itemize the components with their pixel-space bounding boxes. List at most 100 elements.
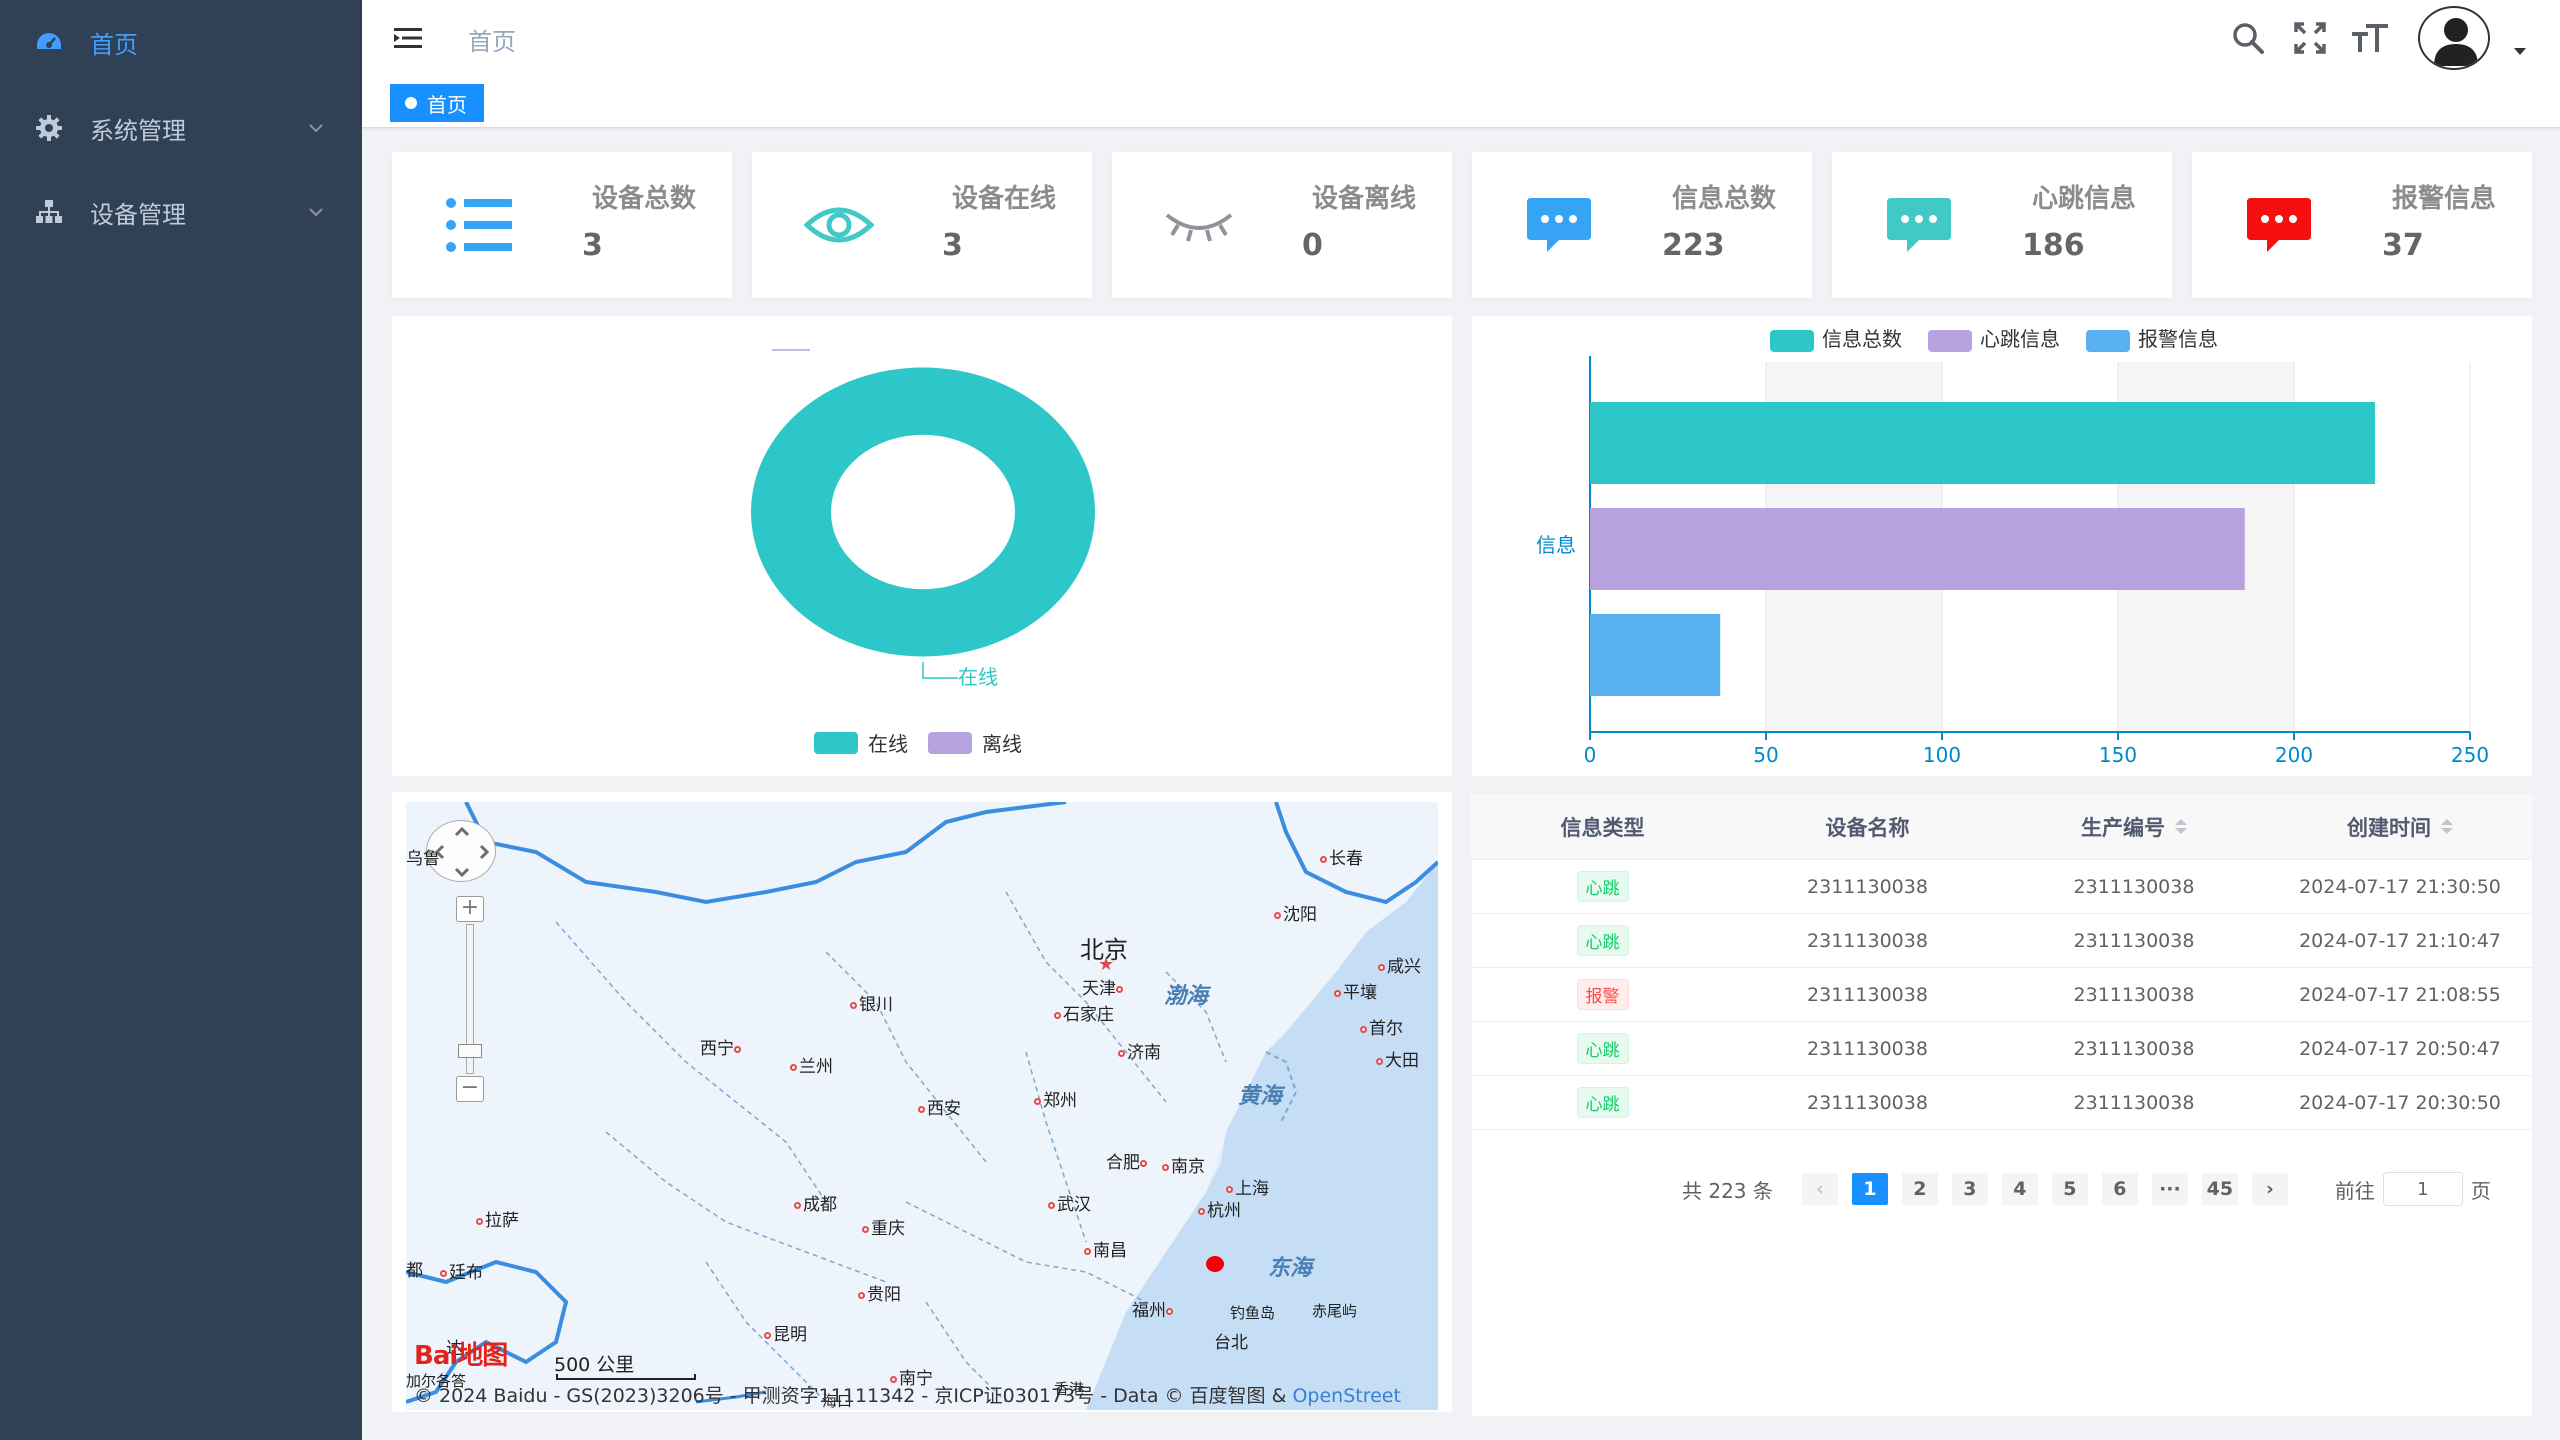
- bar-message-total[interactable]: [1590, 402, 2375, 484]
- font-size-icon[interactable]: [2350, 18, 2390, 58]
- table-row[interactable]: 心跳 2311130038 2311130038 2024-07-17 20:3…: [1470, 1076, 2532, 1130]
- map-copyright: © 2024 Baidu - GS(2023)3206号 - 甲测资字11111…: [414, 1385, 1401, 1407]
- cell-time: 2024-07-17 21:30:50: [2299, 875, 2501, 898]
- city-label: 天津: [1082, 974, 1125, 999]
- zoom-slider-track[interactable]: [466, 924, 474, 1074]
- eye-closed-icon: [1162, 192, 1236, 258]
- page-button[interactable]: 1: [1851, 1173, 1888, 1205]
- search-icon[interactable]: [2228, 18, 2268, 58]
- cell-time: 2024-07-17 20:50:47: [2299, 1037, 2501, 1060]
- x-tick-label: 50: [1753, 743, 1778, 767]
- table-row[interactable]: 心跳 2311130038 2311130038 2024-07-17 21:3…: [1470, 860, 2532, 914]
- col-header-device-name: 设备名称: [1825, 815, 1910, 840]
- baidu-logo: Bai地图: [414, 1340, 508, 1371]
- cell-time: 2024-07-17 21:08:55: [2299, 983, 2501, 1006]
- sidebar-item-home[interactable]: 首页: [0, 0, 362, 84]
- pie-slice-online[interactable]: [751, 367, 1095, 657]
- table-row[interactable]: 心跳 2311130038 2311130038 2024-07-17 21:1…: [1470, 914, 2532, 968]
- stat-value: 0: [1302, 228, 1323, 263]
- stat-card-device-total[interactable]: 设备总数 3: [392, 152, 732, 298]
- page-button[interactable]: 2: [1901, 1173, 1938, 1205]
- legend-item-online[interactable]: 在线: [814, 728, 908, 757]
- legend-label[interactable]: 心跳信息: [1980, 327, 2060, 351]
- city-label: 达: [446, 1339, 463, 1359]
- stat-card-heartbeat[interactable]: 心跳信息 186: [1832, 152, 2172, 298]
- chevron-down-icon[interactable]: [2514, 48, 2526, 55]
- goto-label: 前往: [2334, 1178, 2375, 1203]
- city-label: 南昌: [1084, 1236, 1127, 1261]
- pie-leader-line: [922, 662, 958, 679]
- legend-item-offline[interactable]: 离线: [928, 728, 1022, 757]
- cell-serial: 2311130038: [2073, 1037, 2195, 1060]
- message-bar-panel: 0 50 100 150 200 250 信息 信息总数 心跳信息 报警信息: [1472, 316, 2532, 776]
- stat-card-device-online[interactable]: 设备在线 3: [752, 152, 1092, 298]
- pagination-total: 共 223 条: [1682, 1178, 1773, 1203]
- stat-value: 3: [582, 228, 603, 263]
- more-pages-button[interactable]: ···: [2151, 1173, 2188, 1205]
- gear-icon: [34, 113, 64, 143]
- page-button[interactable]: 3: [1951, 1173, 1988, 1205]
- legend-label[interactable]: 报警信息: [2138, 327, 2218, 351]
- next-page-button[interactable]: ›: [2251, 1173, 2288, 1205]
- city-label: 银川: [850, 990, 893, 1015]
- goto-page-input[interactable]: [2382, 1172, 2463, 1206]
- map-zoom-control: + −: [456, 896, 484, 1102]
- zoom-in-button[interactable]: +: [456, 896, 484, 922]
- legend-label[interactable]: 信息总数: [1822, 327, 1902, 351]
- page-button[interactable]: 5: [2051, 1173, 2088, 1205]
- legend-swatch[interactable]: [2086, 330, 2130, 352]
- city-label: 加尔各答: [406, 1372, 467, 1390]
- pie-legend: 在线 离线: [814, 728, 1042, 757]
- fullscreen-icon[interactable]: [2290, 18, 2330, 58]
- device-map[interactable]: + − 乌鲁 长春 沈阳 咸兴 平壤 首尔 大田 北京 ★ 天津 石家庄 济南 …: [406, 802, 1438, 1410]
- tag-label: 首页: [427, 92, 467, 117]
- col-header-serial[interactable]: 生产编号: [2000, 812, 2268, 842]
- city-label: 香港: [1054, 1380, 1085, 1398]
- zoom-out-button[interactable]: −: [456, 1076, 484, 1102]
- city-label: 杭州: [1198, 1196, 1241, 1221]
- page-button[interactable]: 4: [2001, 1173, 2038, 1205]
- map-pan-control[interactable]: [426, 820, 496, 882]
- sea-label: 东海: [1268, 1256, 1313, 1281]
- sort-icon: [2441, 819, 2453, 834]
- sidebar-item-device[interactable]: 设备管理: [0, 170, 362, 254]
- device-marker[interactable]: [1206, 1256, 1224, 1272]
- bar-heartbeat[interactable]: [1590, 508, 2245, 590]
- city-label: 南宁: [890, 1364, 933, 1389]
- island-label: 赤尾屿: [1312, 1302, 1358, 1320]
- stat-card-device-offline[interactable]: 设备离线 0: [1112, 152, 1452, 298]
- legend-swatch[interactable]: [1928, 330, 1972, 352]
- message-icon: [1522, 192, 1596, 258]
- zoom-slider-handle[interactable]: [458, 1044, 482, 1058]
- avatar[interactable]: [2418, 6, 2490, 70]
- breadcrumb[interactable]: 首页: [468, 28, 516, 56]
- bar-chart: 0 50 100 150 200 250 信息 信息总数 心跳信息 报警信息: [1536, 327, 2489, 767]
- stat-value: 186: [2022, 228, 2085, 263]
- hamburger-menu-icon[interactable]: [392, 22, 424, 54]
- city-label: 贵阳: [858, 1280, 901, 1305]
- tag-home[interactable]: 首页: [390, 84, 484, 122]
- page-button[interactable]: 45: [2201, 1173, 2238, 1205]
- cell-serial: 2311130038: [2073, 1091, 2195, 1114]
- status-badge: 心跳: [1576, 925, 1629, 956]
- stat-card-alarm[interactable]: 报警信息 37: [2192, 152, 2532, 298]
- page-suffix: 页: [2470, 1178, 2491, 1203]
- prev-page-button[interactable]: ‹: [1801, 1173, 1838, 1205]
- status-badge: 报警: [1576, 979, 1629, 1010]
- legend-swatch[interactable]: [1770, 330, 1814, 352]
- sort-icon: [2175, 819, 2187, 834]
- bar-alarm[interactable]: [1590, 614, 1721, 696]
- stat-card-message-total[interactable]: 信息总数 223: [1472, 152, 1812, 298]
- openstreet-link[interactable]: OpenStreet: [1292, 1385, 1401, 1407]
- city-label: 沈阳: [1274, 900, 1317, 925]
- table-row[interactable]: 报警 2311130038 2311130038 2024-07-17 21:0…: [1470, 968, 2532, 1022]
- city-label: 武汉: [1048, 1190, 1091, 1215]
- x-tick-label: 0: [1584, 743, 1597, 767]
- table-row[interactable]: 心跳 2311130038 2311130038 2024-07-17 20:5…: [1470, 1022, 2532, 1076]
- sidebar-item-system[interactable]: 系统管理: [0, 86, 362, 170]
- city-label: 兰州: [790, 1052, 833, 1077]
- page-button[interactable]: 6: [2101, 1173, 2138, 1205]
- cell-device-name: 2311130038: [1807, 1037, 1928, 1060]
- col-header-created-time[interactable]: 创建时间: [2268, 812, 2532, 842]
- sidebar: 首页 系统管理 设备管理: [0, 0, 362, 1440]
